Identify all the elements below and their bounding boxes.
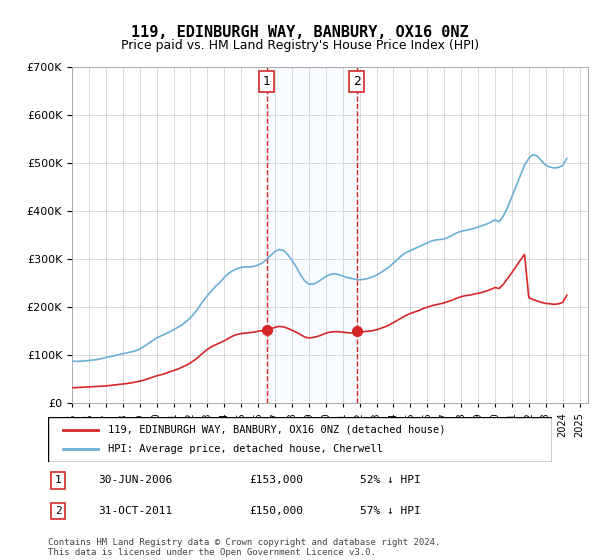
Text: 1: 1 (55, 475, 61, 485)
Text: 119, EDINBURGH WAY, BANBURY, OX16 0NZ (detached house): 119, EDINBURGH WAY, BANBURY, OX16 0NZ (d… (109, 424, 446, 435)
Text: Price paid vs. HM Land Registry's House Price Index (HPI): Price paid vs. HM Land Registry's House … (121, 39, 479, 52)
Text: 119, EDINBURGH WAY, BANBURY, OX16 0NZ: 119, EDINBURGH WAY, BANBURY, OX16 0NZ (131, 25, 469, 40)
Text: HPI: Average price, detached house, Cherwell: HPI: Average price, detached house, Cher… (109, 445, 383, 455)
Text: 31-OCT-2011: 31-OCT-2011 (98, 506, 173, 516)
Text: 52% ↓ HPI: 52% ↓ HPI (361, 475, 421, 485)
Bar (266, 67, 357, 403)
Text: £150,000: £150,000 (250, 506, 304, 516)
Text: 30-JUN-2006: 30-JUN-2006 (98, 475, 173, 485)
Text: Contains HM Land Registry data © Crown copyright and database right 2024.
This d: Contains HM Land Registry data © Crown c… (48, 538, 440, 557)
Text: 1: 1 (263, 75, 271, 88)
Text: 57% ↓ HPI: 57% ↓ HPI (361, 506, 421, 516)
Text: £153,000: £153,000 (250, 475, 304, 485)
FancyBboxPatch shape (48, 417, 552, 462)
Text: 2: 2 (55, 506, 61, 516)
Text: 2: 2 (353, 75, 361, 88)
